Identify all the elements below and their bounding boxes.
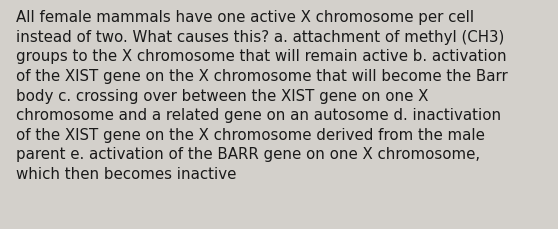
- Text: All female mammals have one active X chromosome per cell
instead of two. What ca: All female mammals have one active X chr…: [16, 10, 507, 181]
